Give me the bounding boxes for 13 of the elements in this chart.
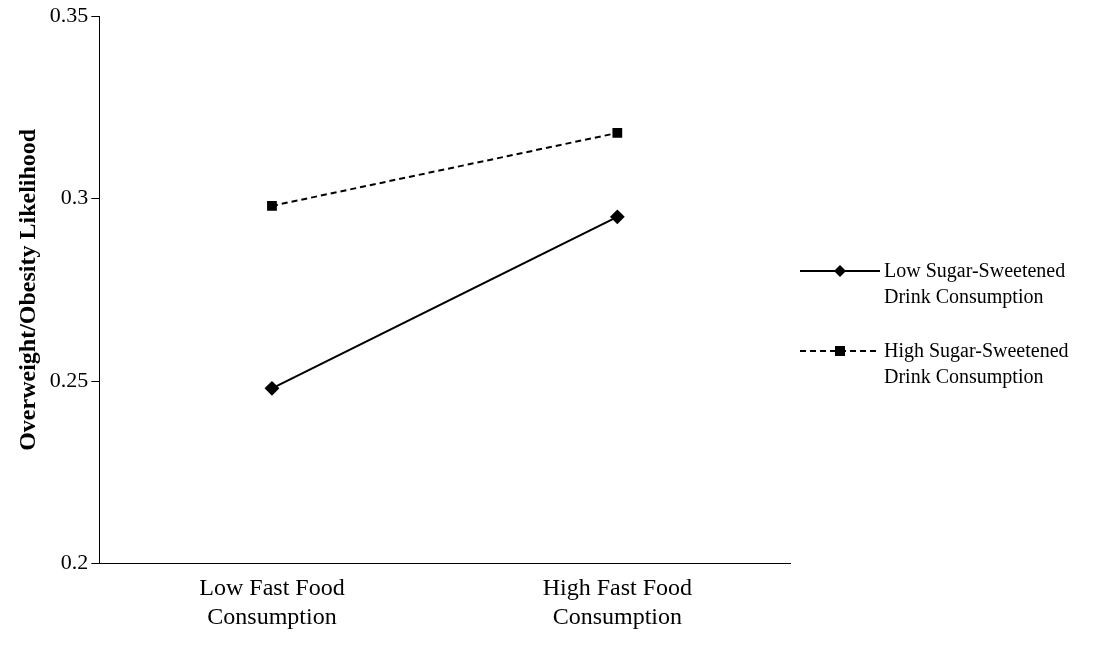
y-tick-label: 0.35 xyxy=(49,1,89,27)
y-tick-label: 0.2 xyxy=(60,549,89,575)
point xyxy=(264,381,279,396)
y-tick-label: 0.3 xyxy=(60,184,89,210)
x-tick-label: Low Fast Food Consumption xyxy=(199,574,345,629)
y-tick-label: 0.25 xyxy=(49,366,89,392)
point xyxy=(610,209,625,224)
point xyxy=(267,201,277,211)
legend-label: High Sugar-Sweetened Drink Consumption xyxy=(884,337,1070,389)
legend-label: Low Sugar-Sweetened Drink Consumption xyxy=(884,257,1067,309)
point xyxy=(612,128,623,138)
x-tick-label: High Fast Food Consumption xyxy=(542,574,692,629)
y-axis-title: Overweight/Obesity Likelihood xyxy=(13,128,40,451)
